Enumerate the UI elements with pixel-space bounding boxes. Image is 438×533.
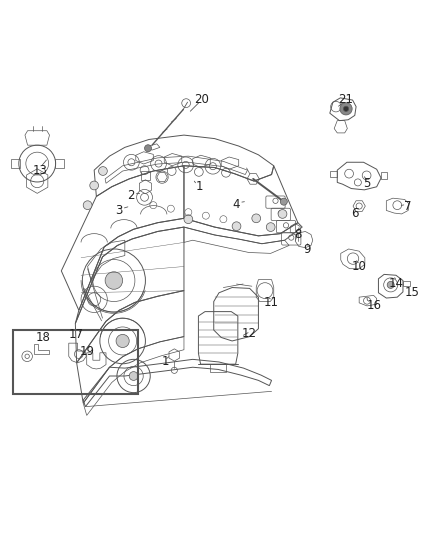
Circle shape: [340, 103, 352, 115]
Text: 20: 20: [194, 93, 209, 106]
Circle shape: [99, 167, 107, 175]
Circle shape: [278, 209, 287, 219]
Circle shape: [387, 281, 394, 288]
Text: 1: 1: [162, 356, 170, 368]
Circle shape: [83, 201, 92, 209]
Text: 13: 13: [33, 164, 48, 176]
Circle shape: [343, 106, 349, 111]
Circle shape: [105, 272, 123, 289]
Circle shape: [184, 215, 193, 223]
Text: 14: 14: [389, 277, 404, 289]
Text: 10: 10: [352, 260, 367, 273]
Circle shape: [252, 214, 261, 223]
Circle shape: [232, 222, 241, 231]
Text: 18: 18: [35, 331, 50, 344]
Text: 19: 19: [80, 345, 95, 358]
Text: 8: 8: [294, 229, 301, 241]
Circle shape: [266, 223, 275, 231]
Text: 2: 2: [127, 189, 134, 202]
Circle shape: [129, 372, 138, 381]
Text: 6: 6: [351, 207, 359, 220]
Circle shape: [116, 334, 129, 348]
Bar: [210, 364, 226, 372]
Text: 11: 11: [264, 296, 279, 309]
Text: 9: 9: [304, 244, 311, 256]
Bar: [141, 171, 150, 180]
Text: 1: 1: [195, 180, 203, 193]
Text: 3: 3: [116, 204, 123, 217]
Text: 5: 5: [364, 177, 371, 190]
Text: 7: 7: [403, 199, 411, 213]
Circle shape: [145, 145, 152, 152]
Text: 16: 16: [367, 298, 382, 312]
Text: 12: 12: [242, 327, 257, 340]
Text: 21: 21: [339, 93, 353, 106]
Text: 15: 15: [404, 286, 419, 300]
Text: 4: 4: [233, 198, 240, 211]
Circle shape: [280, 198, 287, 205]
Text: 17: 17: [69, 328, 84, 341]
Bar: [13, 329, 138, 394]
Circle shape: [90, 181, 99, 190]
